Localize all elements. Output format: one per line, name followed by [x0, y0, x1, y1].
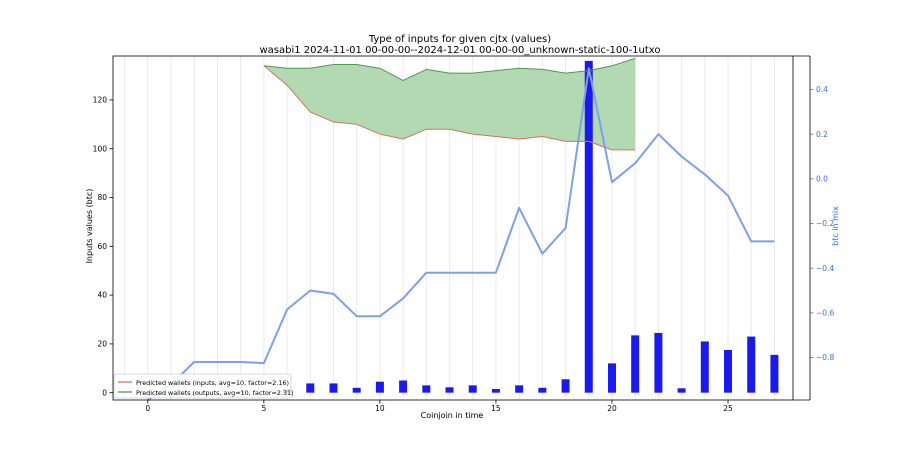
- y-right-tick-label: −0.6: [816, 308, 834, 317]
- y-right-tick-label: −0.4: [816, 264, 834, 273]
- y-right-tick-label: 0.4: [816, 85, 828, 94]
- axes: 0 5 10 15 20 25 0 20 40 60 80 100 120 −0.8 −0.6 −0.4 −0.…: [93, 55, 834, 413]
- bar: [329, 383, 338, 393]
- bar: [352, 387, 361, 393]
- y-tick-label: 80: [97, 193, 107, 202]
- predicted-wallets-area: [263, 58, 636, 150]
- bar: [607, 363, 616, 393]
- bar: [677, 388, 686, 393]
- predicted-wallets-inputs-line: [263, 65, 636, 151]
- bar: [422, 385, 431, 393]
- y-right-tick-label: 0.2: [816, 130, 828, 139]
- bar: [724, 349, 733, 393]
- bar: [538, 387, 547, 393]
- x-tick-label: 15: [491, 404, 501, 413]
- y-axis-label: Inputs values (btc): [85, 189, 94, 264]
- x-tick-label: 5: [261, 404, 266, 413]
- btc-in-mix-line: [147, 67, 775, 401]
- y-right-tick-label: −0.2: [816, 219, 834, 228]
- legend-label-inputs: Predicted wallets (inputs, avg=10, facto…: [136, 379, 289, 387]
- bar: [700, 341, 709, 393]
- x-tick-label: 10: [375, 404, 385, 413]
- bar: [399, 380, 408, 393]
- bar: [584, 60, 593, 393]
- y-tick-label: 20: [97, 339, 107, 348]
- y-right-tick-label: −0.8: [816, 353, 834, 362]
- chart-subtitle: wasabi1 2024-11-01 00-00-00--2024-12-01 …: [259, 45, 660, 56]
- legend-box: [113, 373, 292, 399]
- y-tick-label: 60: [97, 242, 107, 251]
- bar: [631, 335, 640, 393]
- series-lines: [147, 57, 775, 401]
- bar: [468, 385, 477, 393]
- bar: [515, 385, 524, 393]
- plot-frame: [112, 55, 794, 401]
- bar: [375, 381, 384, 393]
- bar: [445, 387, 454, 393]
- x-tick-label: 25: [723, 404, 733, 413]
- x-tick-label: 20: [607, 404, 617, 413]
- bar: [491, 389, 500, 393]
- y-right-tick-label: 0.0: [816, 174, 828, 183]
- predicted-wallets-outputs-line: [263, 57, 636, 81]
- bar: [306, 383, 315, 393]
- y-tick-label: 100: [93, 144, 108, 153]
- x-tick-label: 0: [145, 404, 150, 413]
- y-tick-label: 0: [102, 388, 107, 397]
- predicted-wallets-fill: [263, 58, 636, 150]
- y-right-axis-label: btc in mix: [831, 206, 840, 246]
- bar: [747, 336, 756, 393]
- legend: Predicted wallets (inputs, avg=10, facto…: [113, 373, 294, 399]
- bar: [770, 354, 779, 393]
- bars: [236, 60, 779, 393]
- y-tick-label: 120: [93, 96, 108, 105]
- x-axis-label: Coinjoin in time: [421, 411, 484, 420]
- bar: [561, 379, 570, 393]
- chart-title: Type of inputs for given cjtx (values): [368, 34, 551, 45]
- bar: [654, 332, 663, 393]
- legend-label-outputs: Predicted wallets (outputs, avg=10, fact…: [136, 389, 294, 397]
- y-tick-label: 40: [97, 291, 107, 300]
